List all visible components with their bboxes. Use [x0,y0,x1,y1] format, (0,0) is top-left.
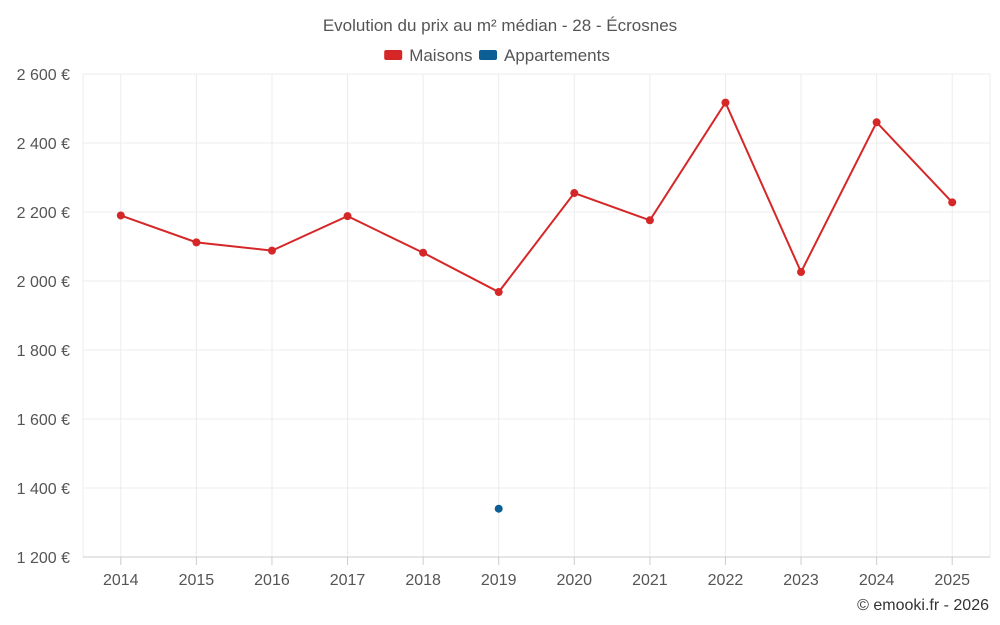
x-tick-label: 2019 [481,572,517,589]
data-point-maisons[interactable] [797,268,806,277]
legend-label-maisons[interactable]: Maisons [409,46,472,65]
legend[interactable]: Maisons Appartements [384,46,610,65]
legend-swatch-maisons[interactable] [384,50,403,60]
x-tick-label: 2016 [254,572,290,589]
x-tick-label: 2023 [783,572,819,589]
data-point-maisons[interactable] [343,212,352,221]
data-point-maisons[interactable] [948,198,957,207]
x-tick-label: 2014 [103,572,139,589]
y-tick-label: 2 000 € [17,274,70,291]
legend-label-appartements[interactable]: Appartements [504,46,610,65]
y-tick-label: 1 400 € [17,481,70,498]
y-tick-label: 1 800 € [17,343,70,360]
chart-title: Evolution du prix au m² médian - 28 - Éc… [323,16,677,35]
data-point-maisons[interactable] [192,238,201,247]
data-point-maisons[interactable] [872,118,881,127]
data-point-maisons[interactable] [570,189,579,198]
data-point-maisons[interactable] [419,248,428,257]
x-axis: 2014 2015 2016 2017 2018 2019 2020 2021 2022 2023… [83,556,990,589]
y-axis: 1 200 € 1 400 € 1 600 € 1 800 € 2 000 € 2 200… [17,67,70,567]
y-tick-label: 1 600 € [17,412,70,429]
data-point-maisons[interactable] [267,246,276,255]
data-point-maisons[interactable] [494,288,503,297]
x-tick-label: 2018 [405,572,441,589]
series-layer [116,98,957,513]
y-tick-label: 2 400 € [17,136,70,153]
gridlines [82,73,991,558]
data-point-maisons[interactable] [116,211,125,220]
series-line-maisons [120,100,953,294]
x-tick-label: 2020 [556,572,592,589]
x-tick-label: 2025 [934,572,970,589]
y-tick-label: 2 200 € [17,205,70,222]
data-point-appartements[interactable] [494,504,503,513]
y-tick-label: 2 600 € [17,67,70,84]
credit-text[interactable]: © emooki.fr - 2026 [857,597,989,614]
legend-swatch-appartements[interactable] [479,50,497,60]
x-tick-label: 2022 [708,572,744,589]
y-tick-label: 1 200 € [17,550,70,567]
x-tick-label: 2021 [632,572,668,589]
x-tick-label: 2024 [859,572,895,589]
data-point-maisons[interactable] [721,98,730,107]
x-tick-label: 2015 [179,572,215,589]
data-point-maisons[interactable] [645,216,654,225]
x-tick-label: 2017 [330,572,366,589]
